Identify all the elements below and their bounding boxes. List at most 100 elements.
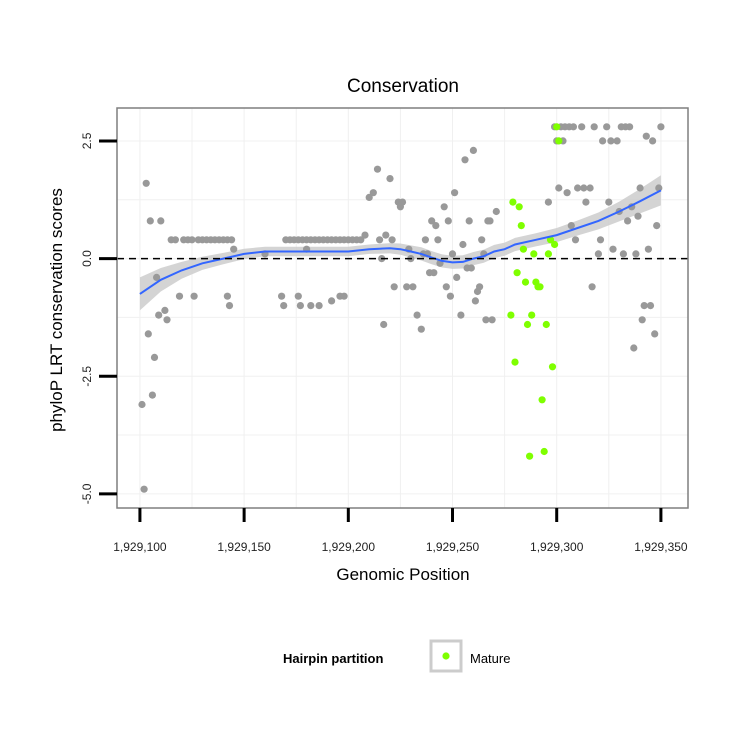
other-point [653,222,661,230]
other-point [642,132,650,140]
other-point [444,217,452,225]
other-point [446,292,454,300]
other-point [357,236,365,244]
other-point [605,198,613,206]
mature-point [509,198,517,206]
mature-point [542,320,550,329]
other-point [626,123,634,131]
other-point [442,283,450,291]
mature-point [551,240,559,249]
mature-point [553,123,561,131]
other-point [640,302,648,310]
legend-mature-label: Mature [470,651,510,666]
x-axis: 1,929,100 1,929,150 1,929,200 1,929,250 1,92… [113,508,688,554]
other-point [448,250,457,258]
other-point [563,189,571,197]
other-point [486,217,494,225]
other-point [398,198,407,206]
other-point [488,316,496,324]
other-point [340,292,348,300]
other-point [467,264,475,272]
other-point [651,330,659,338]
chart-title: Conservation [347,76,459,97]
other-point [386,175,394,183]
other-point [223,292,231,300]
mature-point [536,283,544,291]
mature-point [521,278,530,286]
y-axis-title: phyloP LRT conservation scores [47,188,66,432]
plot-panel-background [117,108,688,508]
other-point [586,184,594,192]
other-point [390,283,398,291]
other-point [609,245,617,253]
other-point [369,189,377,197]
other-point [571,236,580,244]
mature-point [523,320,532,329]
other-point [388,236,396,244]
other-point [373,165,382,173]
plot-panel-border [116,107,689,509]
other-point [296,302,304,310]
other-point [278,292,286,300]
other-point [294,292,302,300]
other-point [582,198,590,206]
mature-point [546,236,555,244]
mature-point [548,363,557,371]
other-point [588,283,596,291]
other-point [544,198,553,206]
other-point [590,123,598,131]
other-point [619,250,628,258]
mature-point [519,245,528,253]
other-point [638,316,646,324]
other-point [432,222,440,230]
other-point [157,217,165,225]
smooth-line-group [139,189,662,295]
other-point [649,137,657,145]
other-point [492,207,500,216]
other-point [655,184,663,192]
other-point [190,292,198,300]
other-point [657,123,665,131]
other-point [307,302,315,310]
other-point [453,273,461,281]
other-point [382,231,390,239]
other-point [403,283,411,291]
other-point [555,184,563,192]
other-point [171,236,179,244]
other-point [188,236,196,244]
x-tick-label: 1,929,200 [322,540,376,554]
other-point [328,297,336,305]
other-point [153,273,161,281]
x-tick-label: 1,929,250 [426,540,480,554]
x-tick-label: 1,929,100 [113,540,167,554]
other-point [644,245,653,253]
other-point [569,123,578,131]
other-point [280,302,288,310]
other-point [482,316,490,324]
other-point [471,297,479,305]
other-point [161,306,169,314]
mature-point [544,250,553,258]
other-point [599,137,607,145]
mature-point [511,358,519,366]
other-point [440,203,448,211]
other-point [150,353,159,361]
mature-point [526,452,534,460]
mature-point [515,203,523,211]
other-point [476,283,484,291]
legend-title: Hairpin partition [283,651,383,666]
other-point [596,236,605,244]
y-tick-label: -2.5 [80,366,94,387]
other-point [603,123,611,131]
other-point [380,320,388,329]
x-tick-label: 1,929,300 [530,540,584,554]
other-point [457,311,465,319]
other-point [144,330,152,338]
y-tick-label: 2.5 [80,132,94,149]
other-point [225,302,234,310]
other-point [594,250,603,258]
other-point [630,344,638,352]
other-point [451,189,459,197]
mature-point [517,222,525,230]
